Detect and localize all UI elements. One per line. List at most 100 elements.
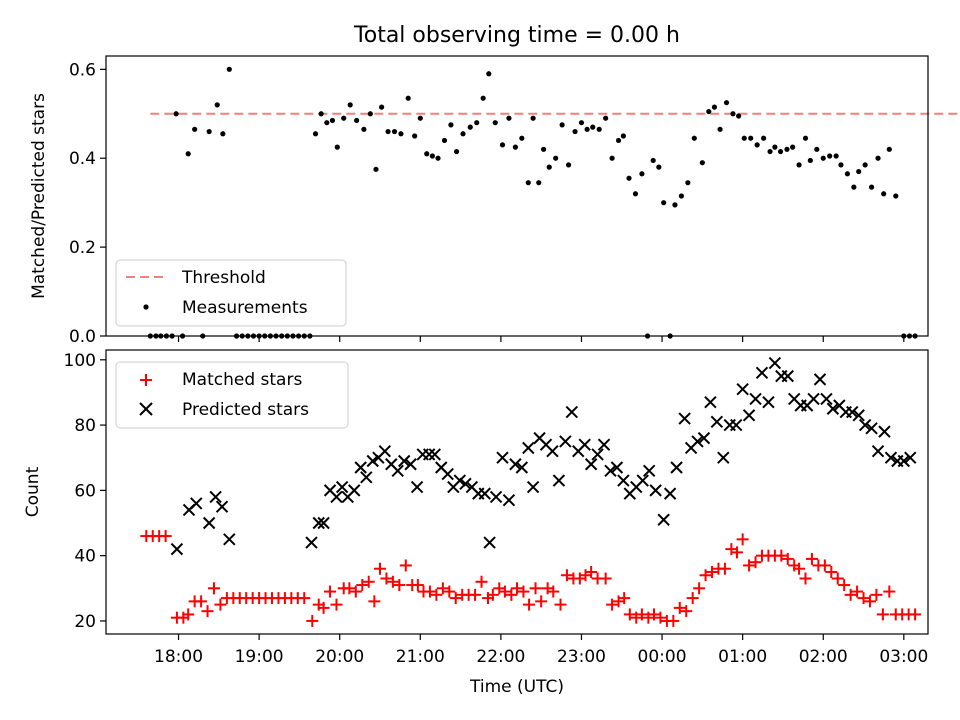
measurement-point bbox=[499, 142, 506, 148]
legend-matched-label: Matched stars bbox=[182, 370, 302, 390]
measurement-point bbox=[584, 126, 590, 132]
matched-point bbox=[207, 582, 220, 595]
predicted-point bbox=[729, 418, 743, 432]
measurement-point bbox=[748, 135, 754, 141]
predicted-point bbox=[397, 454, 411, 468]
measurement-point bbox=[559, 122, 565, 128]
predicted-point bbox=[858, 418, 872, 432]
predicted-point bbox=[378, 444, 392, 458]
matched-point bbox=[599, 572, 612, 585]
matched-point bbox=[356, 579, 369, 592]
predicted-point bbox=[366, 454, 379, 468]
measurement-point bbox=[578, 120, 585, 126]
legend-predicted-label: Predicted stars bbox=[182, 400, 309, 420]
top-ytick-label: 0.6 bbox=[69, 60, 96, 80]
predicted-point bbox=[348, 484, 361, 497]
measurement-point bbox=[632, 191, 639, 197]
measurement-point bbox=[391, 128, 398, 135]
matched-point bbox=[423, 585, 436, 598]
matched-point bbox=[831, 572, 844, 585]
measurement-point bbox=[672, 202, 678, 208]
predicted-point bbox=[422, 448, 436, 461]
matched-point bbox=[667, 614, 680, 627]
predicted-points bbox=[170, 356, 917, 556]
matched-point bbox=[317, 601, 330, 614]
measurement-point bbox=[639, 171, 645, 177]
predicted-point bbox=[852, 409, 865, 422]
measurement-point bbox=[385, 128, 391, 135]
measurement-point bbox=[685, 180, 691, 186]
measurement-point bbox=[506, 115, 512, 121]
measurement-point bbox=[590, 124, 596, 130]
measurement-point bbox=[367, 111, 373, 117]
matched-point bbox=[535, 595, 548, 608]
predicted-point bbox=[642, 464, 656, 477]
predicted-point bbox=[578, 438, 591, 451]
matched-point bbox=[469, 588, 482, 601]
matched-point bbox=[547, 585, 560, 598]
matched-point bbox=[736, 533, 749, 546]
matched-point bbox=[343, 582, 356, 595]
measurement-point bbox=[318, 111, 324, 117]
predicted-point bbox=[335, 480, 349, 494]
measurement-point bbox=[546, 164, 552, 170]
predicted-point bbox=[459, 477, 472, 491]
legend-matched-swatch bbox=[140, 374, 152, 386]
predicted-point bbox=[312, 516, 325, 530]
matched-point bbox=[635, 608, 648, 621]
measurement-point bbox=[361, 126, 367, 132]
measurement-point bbox=[448, 122, 454, 128]
top-legend: Threshold Measurements bbox=[115, 259, 347, 327]
measurement-point bbox=[881, 191, 887, 197]
measurement-point bbox=[723, 100, 730, 106]
matched-point bbox=[195, 595, 208, 608]
predicted-point bbox=[762, 396, 775, 409]
measurement-point bbox=[424, 151, 430, 157]
predicted-point bbox=[209, 490, 222, 504]
predicted-point bbox=[559, 435, 572, 448]
measurement-point bbox=[814, 146, 820, 152]
measurement-point bbox=[862, 162, 868, 168]
measurement-point bbox=[609, 155, 615, 161]
measurement-point bbox=[324, 120, 330, 126]
x-tick-label: 00:00 bbox=[638, 647, 687, 667]
predicted-point bbox=[897, 454, 911, 468]
predicted-point bbox=[584, 458, 598, 471]
predicted-point bbox=[502, 493, 516, 507]
matched-point bbox=[799, 572, 812, 585]
predicted-point bbox=[483, 536, 496, 549]
measurement-point bbox=[784, 146, 790, 152]
bottom-ticks: 20 40 60 80 100 18:00 19:00 20:00 21:00 22:00 23:0… bbox=[64, 351, 960, 667]
predicted-point bbox=[305, 536, 318, 549]
predicted-point bbox=[391, 464, 404, 477]
measurement-point bbox=[525, 180, 531, 186]
predicted-point bbox=[826, 402, 840, 415]
top-ticks: 0.0 0.2 0.4 0.6 bbox=[69, 60, 905, 347]
bottom-ytick-label: 20 bbox=[74, 612, 96, 632]
matched-point bbox=[648, 608, 660, 621]
measurement-point bbox=[429, 153, 435, 159]
matched-point bbox=[731, 546, 744, 559]
predicted-point bbox=[215, 500, 229, 513]
matched-point bbox=[529, 582, 542, 595]
matched-point bbox=[498, 585, 511, 598]
measurement-point bbox=[185, 151, 191, 157]
predicted-point bbox=[360, 471, 373, 484]
predicted-point bbox=[526, 480, 540, 494]
measurement-point bbox=[173, 111, 179, 117]
measurement-point bbox=[417, 115, 423, 121]
measurement-point bbox=[838, 162, 844, 168]
measurement-point bbox=[827, 153, 833, 159]
measurement-point bbox=[706, 108, 712, 115]
matched-point bbox=[349, 585, 362, 598]
matched-point bbox=[330, 598, 343, 611]
measurement-point bbox=[220, 131, 226, 137]
measurement-point bbox=[868, 184, 875, 190]
measurement-point bbox=[790, 144, 796, 150]
matched-point bbox=[201, 605, 214, 618]
measurement-point bbox=[373, 166, 379, 172]
matched-point bbox=[825, 565, 838, 578]
bottom-panel: 20 40 60 80 100 18:00 19:00 20:00 21:00 22:00 23:0… bbox=[23, 349, 960, 697]
bottom-legend-box bbox=[115, 361, 349, 429]
measurement-point bbox=[661, 200, 667, 206]
